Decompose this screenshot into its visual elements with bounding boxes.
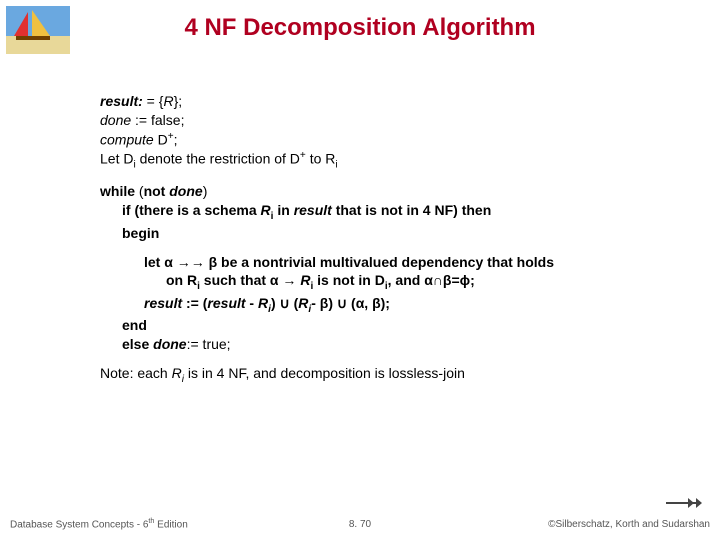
body-block: let α →→ β be a nontrivial multivalued d… xyxy=(100,253,680,354)
while-block: while (not done) if (there is a schema R… xyxy=(100,182,680,242)
init-block: result: = {R}; done := false; compute D+… xyxy=(100,92,680,172)
next-arrow-icon[interactable] xyxy=(666,496,702,510)
slide-content: result: = {R}; done := false; compute D+… xyxy=(100,92,680,396)
slide-title: 4 NF Decomposition Algorithm xyxy=(0,14,720,42)
footer-copyright: ©Silberschatz, Korth and Sudarshan xyxy=(548,519,710,530)
note-block: Note: each Ri is in 4 NF, and decomposit… xyxy=(100,364,680,386)
